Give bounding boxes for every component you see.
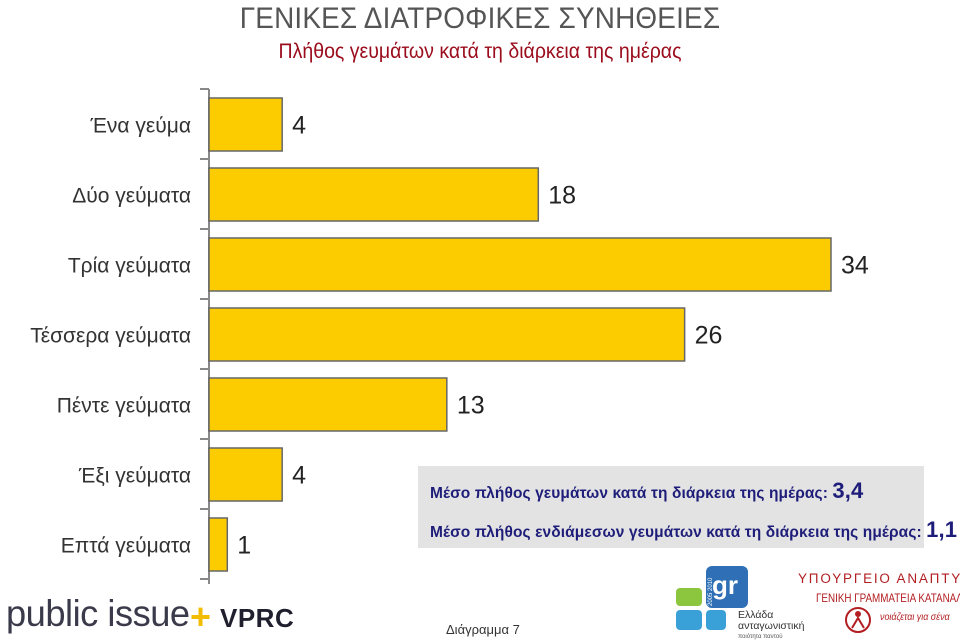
category-label: Πέντε γεύματα — [57, 395, 191, 418]
category-label: Ένα γεύμα — [89, 115, 191, 138]
blue-block-icon — [676, 610, 702, 630]
bar-5 — [208, 377, 448, 432]
category-label: Δύο γεύματα — [72, 185, 191, 208]
mean-meals-label: Μέσο πλήθος γευμάτων κατά τη διάρκεια τη… — [430, 485, 828, 502]
gr-years: 2005 2010 — [708, 577, 714, 606]
chart-subtitle: Πλήθος γευμάτων κατά τη διάρκεια της ημέ… — [278, 40, 682, 63]
ministry-line2: ΓΕΝΙΚΗ ΓΡΑΜΜΑΤΕΙΑ ΚΑΤΑΝΑΛΩΤΗ — [816, 591, 960, 605]
gr-caption-line3: ποιότητα παντού — [738, 634, 783, 640]
gr-caption: Ελλάδα ανταγωνιστική ποιότητα παντού — [738, 610, 804, 643]
value-label: 4 — [292, 112, 306, 140]
blue-block-small-icon — [706, 610, 726, 630]
vprc-logo: VPRC — [220, 603, 295, 633]
greece-competitive-logo: gr 2005 2010 — [676, 566, 802, 638]
gr-logo-text: gr — [712, 570, 738, 600]
green-block-icon — [676, 588, 702, 606]
chart-title: ΓΕΝΙΚΕΣ ΔΙΑΤΡΟΦΙΚΕΣ ΣΥΝΗΘΕΙΕΣ — [239, 2, 721, 35]
ministry-line3: νοιάζεται για σένα — [880, 611, 950, 623]
mean-snacks-label: Μέσο πλήθος ενδιάμεσων γευμάτων κατά τη … — [430, 524, 922, 541]
mean-meals-value: 3,4 — [832, 478, 864, 503]
ministry-figure-icon — [845, 607, 871, 633]
gr-caption-line1: Ελλάδα — [738, 609, 774, 621]
bar-4 — [208, 307, 686, 362]
mean-snacks-value: 1,1 — [926, 517, 958, 542]
public-issue-logo: public issue — [6, 593, 190, 634]
category-label: Τρία γεύματα — [68, 255, 191, 278]
plus-sign: + — [190, 596, 212, 637]
gr-caption-line2: ανταγωνιστική — [738, 620, 805, 632]
mean-meals-note: Μέσο πλήθος γευμάτων κατά τη διάρκεια τη… — [430, 478, 863, 504]
value-label: 4 — [292, 462, 306, 490]
value-label: 1 — [237, 532, 251, 560]
category-label: Επτά γεύματα — [61, 535, 191, 558]
category-label: Τέσσερα γεύματα — [30, 325, 191, 348]
bar-3 — [208, 237, 832, 292]
bar-7 — [208, 517, 229, 572]
gr-square-icon — [706, 566, 748, 608]
value-label: 34 — [841, 252, 869, 280]
value-label: 13 — [457, 392, 485, 420]
bar-1 — [208, 97, 283, 152]
value-label: 26 — [695, 322, 723, 350]
mean-snacks-note: Μέσο πλήθος ενδιάμεσων γευμάτων κατά τη … — [430, 517, 957, 543]
value-label: 18 — [548, 182, 576, 210]
ministry-logo: ΥΠΟΥΡΓΕΙΟ ΑΝΑΠΤΥΞΗΣ ΓΕΝΙΚΗ ΓΡΑΜΜΑΤΕΙΑ ΚΑ… — [798, 568, 960, 638]
ministry-line1: ΥΠΟΥΡΓΕΙΟ ΑΝΑΠΤΥΞΗΣ — [798, 571, 960, 586]
summary-box: Μέσο πλήθος γευμάτων κατά τη διάρκεια τη… — [418, 466, 957, 548]
bar-6 — [208, 447, 283, 502]
bar-2 — [208, 167, 540, 222]
category-label: Έξι γεύματα — [78, 465, 191, 488]
figure-caption: Διάγραμμα 7 — [446, 622, 520, 637]
